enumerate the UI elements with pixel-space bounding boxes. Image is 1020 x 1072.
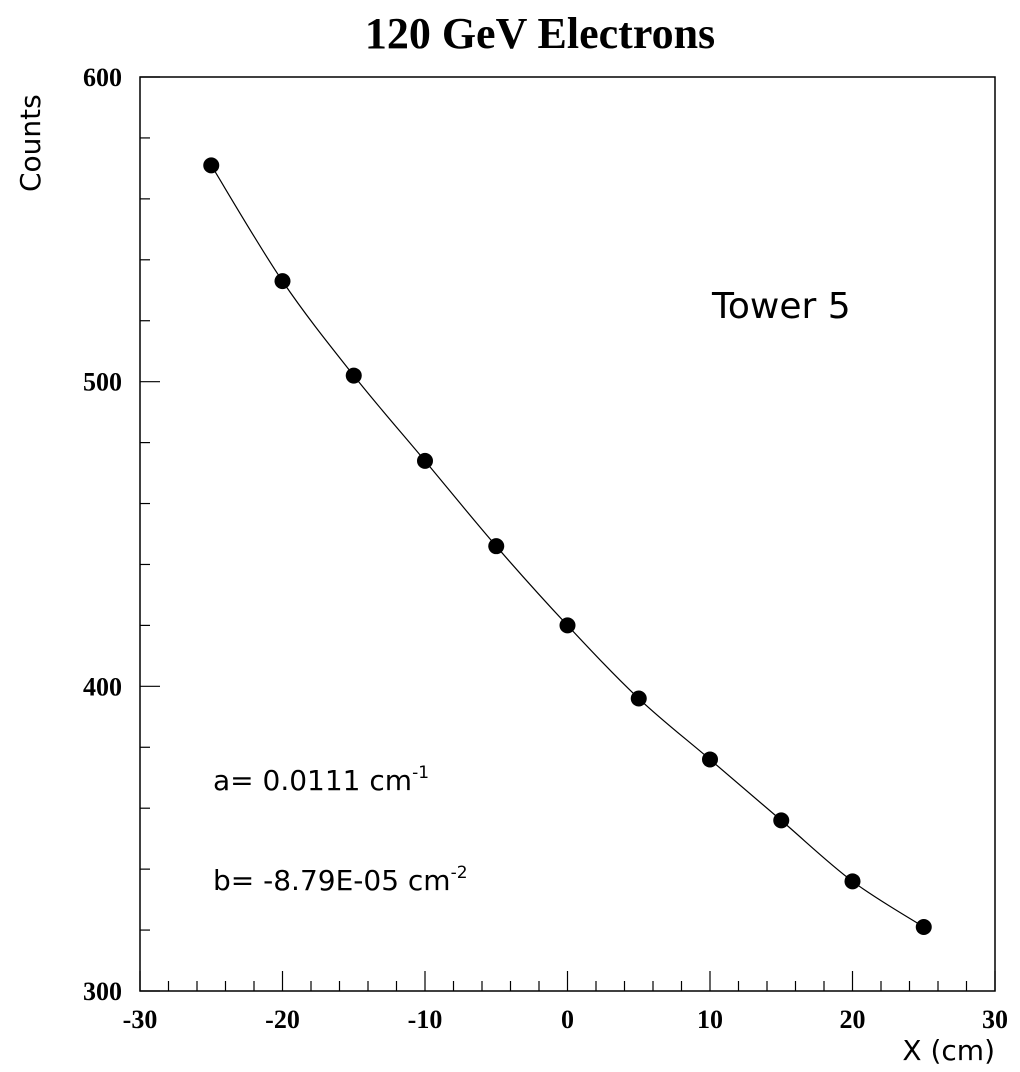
x-axis-ticks	[139, 971, 996, 991]
y-tick-label: 600	[83, 63, 122, 92]
fit-curve	[210, 165, 925, 928]
data-point	[844, 873, 861, 890]
data-point	[773, 812, 790, 829]
x-axis-label: X (cm)	[902, 1034, 995, 1067]
fit-param-b-exponent: -2	[451, 863, 468, 883]
fit-param-b-text: b= -8.79E-05 cm	[213, 864, 451, 897]
x-tick-label: -20	[265, 1005, 300, 1034]
fit-param-b: b= -8.79E-05 cm-2	[213, 863, 468, 897]
data-point	[630, 690, 647, 707]
data-point	[559, 617, 576, 634]
x-tick-label: -10	[408, 1005, 443, 1034]
data-point	[417, 452, 433, 469]
x-tick-label: 0	[561, 1005, 574, 1034]
y-axis-tick-labels: 300 400 500 600	[83, 63, 122, 1006]
chart-title: 120 GeV Electrons	[365, 9, 715, 58]
data-point	[488, 538, 505, 555]
data-points	[203, 157, 932, 936]
data-point	[345, 367, 362, 384]
fit-param-a: a= 0.0111 cm-1	[213, 763, 429, 797]
y-tick-label: 300	[83, 977, 122, 1006]
y-axis-label: Counts	[14, 94, 47, 192]
y-tick-label: 500	[83, 368, 122, 397]
fit-param-a-text: a= 0.0111 cm	[213, 764, 412, 797]
fit-param-a-exponent: -1	[412, 763, 429, 783]
x-tick-label: -30	[123, 1005, 158, 1034]
data-point	[274, 273, 291, 290]
data-point	[203, 157, 220, 174]
x-tick-label: 10	[697, 1005, 723, 1034]
y-tick-label: 400	[83, 672, 122, 701]
y-axis-ticks	[140, 76, 160, 992]
data-point	[915, 919, 932, 936]
data-point	[702, 751, 718, 768]
plot-frame	[139, 76, 996, 992]
x-tick-label: 30	[982, 1005, 1008, 1034]
x-axis-tick-labels: -30 -20 -10 0 10 20 30	[123, 1005, 1008, 1034]
tower-label: Tower 5	[711, 286, 851, 327]
x-tick-label: 20	[840, 1005, 866, 1034]
